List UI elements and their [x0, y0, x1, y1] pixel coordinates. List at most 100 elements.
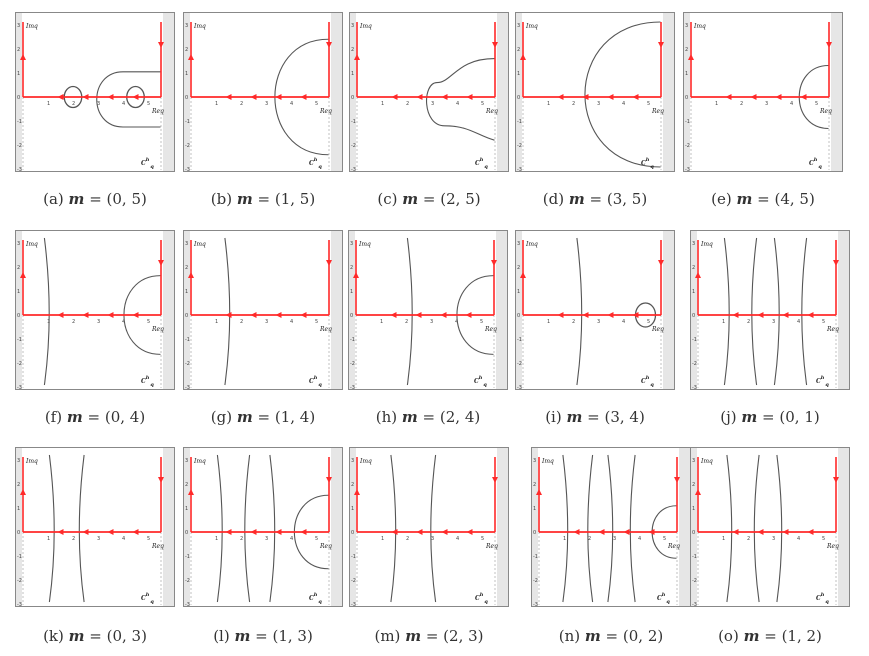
arrow-down-icon: [326, 477, 332, 483]
x-tick-label: 4: [622, 101, 625, 107]
x-tick-label: 1: [722, 536, 725, 542]
x-tick-label: 5: [147, 536, 150, 542]
real-axis-label: Req: [319, 326, 332, 333]
arrow-down-icon: [326, 260, 332, 266]
arrow-up-icon: [20, 272, 26, 278]
arrow-up-icon: [188, 272, 194, 278]
arrow-left-icon: [82, 94, 89, 100]
y-tick-label: -2: [351, 578, 356, 584]
x-tick-label: 1: [722, 319, 725, 325]
vertical-locus: [216, 454, 223, 603]
x-tick-label: 3: [97, 101, 100, 107]
panel-i: 3 2 1 0 -1 -2 -3 1 2 3 4 5 Imq Req Chq: [515, 230, 675, 390]
arrow-left-icon: [390, 312, 397, 318]
y-tick-label: -3: [185, 385, 190, 390]
x-tick-label: 2: [572, 101, 575, 107]
arrow-left-icon: [107, 94, 114, 100]
vertical-locus: [406, 237, 413, 386]
caption-value: = (2, 3): [421, 627, 484, 645]
panel-border: [15, 447, 175, 607]
vertical-locus: [629, 454, 636, 603]
vertical-locus: [562, 454, 569, 603]
y-tick-label: -2: [185, 578, 190, 584]
caption-letter: (h): [375, 408, 402, 426]
x-tick-label: 3: [597, 319, 600, 325]
arrow-left-icon: [598, 529, 605, 535]
y-tick-label: -1: [185, 554, 190, 560]
y-tick-label: 2: [185, 47, 188, 53]
imag-axis-label: Imq: [193, 458, 206, 465]
y-tick-label: 0: [351, 95, 354, 101]
y-tick-label: -2: [17, 578, 22, 584]
vertical-locus: [753, 454, 760, 603]
x-tick-label: 1: [215, 101, 218, 107]
imag-axis-label: Imq: [25, 458, 38, 465]
panel-border: [349, 447, 509, 607]
arrow-down-icon: [826, 42, 832, 48]
arrow-left-icon: [416, 94, 423, 100]
y-tick-label: 3: [185, 241, 188, 247]
x-tick-label: 5: [147, 319, 150, 325]
vertical-locus: [78, 454, 85, 603]
caption-n: (n) m = (0, 2): [526, 627, 696, 645]
y-tick-label: 3: [517, 23, 520, 29]
panel-f: 3 2 1 0 -1 -2 -3 1 2 3 4 5 Imq Req Chq: [15, 230, 175, 390]
x-tick-label: 2: [588, 536, 591, 542]
arrow-left-icon: [807, 529, 814, 535]
y-tick-label: -1: [692, 554, 697, 560]
y-tick-label: 1: [185, 506, 188, 512]
caption-letter: (n): [558, 627, 585, 645]
arrow-up-icon: [695, 489, 701, 495]
arrow-left-icon: [725, 94, 732, 100]
right-strip: [163, 231, 174, 389]
x-tick-label: 4: [290, 319, 293, 325]
arrow-down-icon: [674, 477, 680, 483]
x-tick-label: 3: [613, 536, 616, 542]
y-tick-label: -2: [351, 143, 356, 149]
imag-axis-label: Imq: [359, 23, 372, 30]
x-tick-label: 4: [122, 319, 125, 325]
y-tick-label: -3: [185, 167, 190, 172]
arrow-up-icon: [688, 54, 694, 60]
caption-value: = (0, 2): [600, 627, 664, 645]
arc-locus: [584, 21, 661, 168]
left-strip: [691, 448, 697, 606]
caption-letter: (f): [44, 408, 67, 426]
arrow-left-icon: [732, 312, 739, 318]
y-tick-label: -3: [517, 385, 522, 390]
y-tick-label: -1: [350, 337, 355, 343]
y-tick-label: -1: [351, 119, 356, 125]
panel-b: 3 2 1 0 -1 -2 -3 1 2 3 4 5 Imq Req Chq: [183, 12, 343, 172]
panel-m: 3 2 1 0 -1 -2 -3 1 2 3 4 5 Imq Req Chq: [349, 447, 509, 607]
arrow-left-icon: [782, 529, 789, 535]
y-tick-label: 2: [692, 482, 695, 488]
arrow-left-icon: [132, 94, 139, 100]
y-tick-label: -3: [685, 167, 690, 172]
caption-value: = (1, 5): [252, 190, 316, 208]
panel-border: [15, 12, 175, 172]
y-tick-label: 3: [351, 23, 354, 29]
x-tick-label: 5: [663, 536, 666, 542]
arrow-left-icon: [57, 529, 64, 535]
y-tick-label: -1: [17, 554, 22, 560]
x-tick-label: 3: [597, 101, 600, 107]
caption-f: (f) m = (0, 4): [10, 408, 180, 426]
y-tick-label: -2: [692, 361, 697, 367]
arrow-left-icon: [757, 312, 764, 318]
y-tick-label: 3: [350, 241, 353, 247]
y-tick-label: -3: [350, 385, 355, 390]
y-tick-label: 2: [692, 265, 695, 271]
caption-variable: m: [566, 408, 583, 426]
y-tick-label: -2: [185, 361, 190, 367]
arrow-left-icon: [607, 94, 614, 100]
arrow-left-icon: [132, 529, 139, 535]
caption-letter: (b): [210, 190, 237, 208]
real-axis-label: Req: [319, 543, 332, 550]
caption-letter: (e): [711, 190, 737, 208]
x-tick-label: 5: [480, 319, 483, 325]
caption-g: (g) m = (1, 4): [178, 408, 348, 426]
